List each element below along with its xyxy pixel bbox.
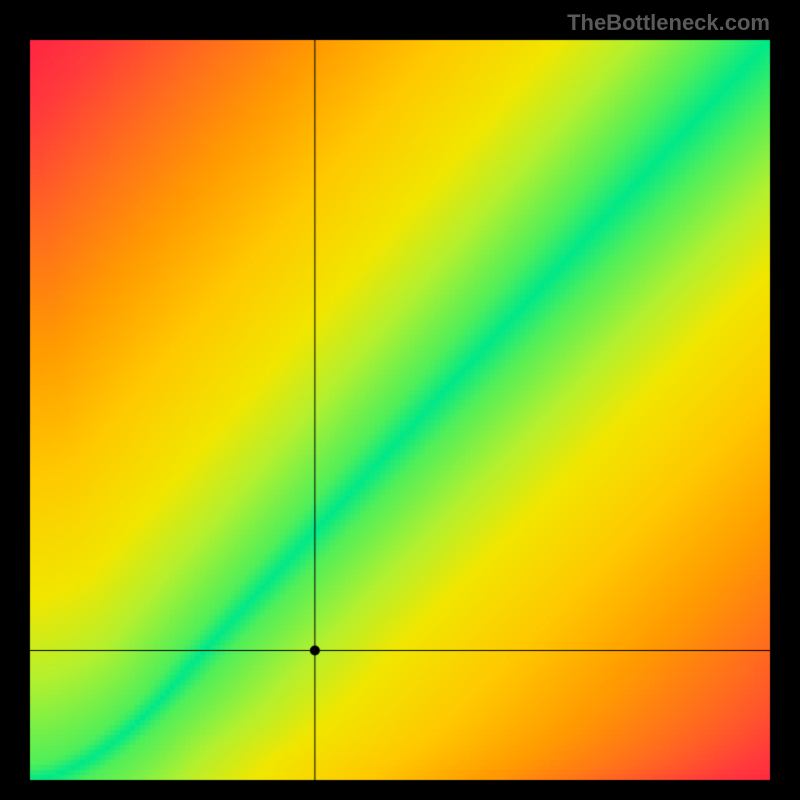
bottleneck-heatmap [0, 0, 800, 800]
watermark-text: TheBottleneck.com [567, 10, 770, 36]
